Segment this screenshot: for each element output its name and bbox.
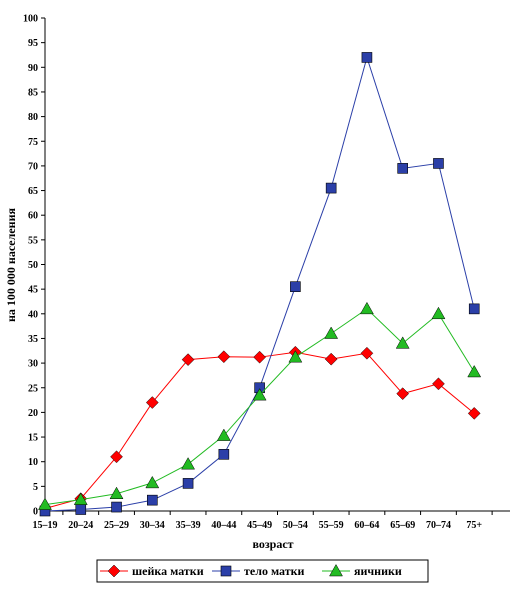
series-line xyxy=(45,352,474,508)
data-point xyxy=(432,378,444,390)
y-tick-label: 5 xyxy=(33,482,38,493)
data-point xyxy=(182,354,194,366)
legend: шейка матки тело матки яичники xyxy=(97,560,428,582)
legend-marker xyxy=(221,566,231,576)
y-tick-label: 15 xyxy=(28,433,38,444)
y-tick-label: 80 xyxy=(28,112,38,123)
y-tick-label: 60 xyxy=(28,211,38,222)
x-tick-label: 70–74 xyxy=(426,520,451,531)
y-tick-label: 100 xyxy=(23,14,38,25)
data-point xyxy=(325,353,337,365)
data-point xyxy=(432,307,445,319)
y-tick-label: 95 xyxy=(28,38,38,49)
x-tick-label: 55–59 xyxy=(319,520,344,531)
data-point xyxy=(326,183,336,193)
series-1 xyxy=(39,346,480,514)
data-point xyxy=(110,487,123,499)
y-axis-label: на 100 000 населения xyxy=(4,207,18,322)
y-tick-label: 30 xyxy=(28,359,38,370)
y-tick-label: 85 xyxy=(28,87,38,98)
y-tick-label: 45 xyxy=(28,285,38,296)
data-point xyxy=(112,502,122,512)
axes xyxy=(45,18,510,511)
data-point xyxy=(219,449,229,459)
y-tick-label: 35 xyxy=(28,334,38,345)
y-tick-label: 65 xyxy=(28,186,38,197)
y-tick-label: 20 xyxy=(28,408,38,419)
series-3 xyxy=(39,302,481,509)
legend-label: тело матки xyxy=(244,564,305,578)
data-point xyxy=(183,478,193,488)
x-tick-label: 60–64 xyxy=(354,520,379,531)
y-tick-label: 25 xyxy=(28,383,38,394)
data-point xyxy=(290,282,300,292)
y-tick-label: 75 xyxy=(28,137,38,148)
data-point xyxy=(325,327,338,339)
data-point xyxy=(76,505,86,515)
data-point xyxy=(147,495,157,505)
data-point xyxy=(468,365,481,377)
x-tick-label: 25–29 xyxy=(104,520,129,531)
data-point xyxy=(469,304,479,314)
y-tick-label: 90 xyxy=(28,63,38,74)
y-tick-label: 0 xyxy=(33,507,38,518)
data-point xyxy=(182,458,195,470)
x-axis-label: возраст xyxy=(252,537,293,551)
x-tick-label: 30–34 xyxy=(140,520,165,531)
x-tick-label: 15–19 xyxy=(33,520,58,531)
legend-label: шейка матки xyxy=(132,564,204,578)
x-tick-label: 75+ xyxy=(466,520,482,531)
series-2 xyxy=(40,52,479,516)
y-tick-label: 55 xyxy=(28,235,38,246)
data-point xyxy=(362,52,372,62)
x-tick-label: 20–24 xyxy=(68,520,93,531)
x-tick-label: 35–39 xyxy=(176,520,201,531)
y-tick-label: 40 xyxy=(28,309,38,320)
data-point xyxy=(218,351,230,363)
series-line xyxy=(45,309,474,505)
data-point xyxy=(433,158,443,168)
data-point xyxy=(146,476,159,488)
x-tick-label: 65–69 xyxy=(390,520,415,531)
data-point xyxy=(146,397,158,409)
data-point xyxy=(360,302,373,314)
data-point xyxy=(398,163,408,173)
series-line xyxy=(45,57,474,511)
y-axis-ticks: 0 5 10 15 20 25 30 35 40 45 50 55 60 65 70 75 80 85 90 95 10… xyxy=(23,14,45,518)
series-group xyxy=(39,52,481,516)
x-tick-label: 45–49 xyxy=(247,520,272,531)
x-tick-label: 50–54 xyxy=(283,520,308,531)
x-tick-label: 40–44 xyxy=(211,520,236,531)
x-axis-ticks: 15–19 20–24 25–29 30–34 35–39 40–44 45–49 50–54… xyxy=(33,511,527,531)
data-point xyxy=(468,407,480,419)
data-point xyxy=(254,351,266,363)
legend-label: яичники xyxy=(354,564,402,578)
y-tick-label: 50 xyxy=(28,260,38,271)
y-tick-label: 70 xyxy=(28,161,38,172)
y-tick-label: 10 xyxy=(28,457,38,468)
